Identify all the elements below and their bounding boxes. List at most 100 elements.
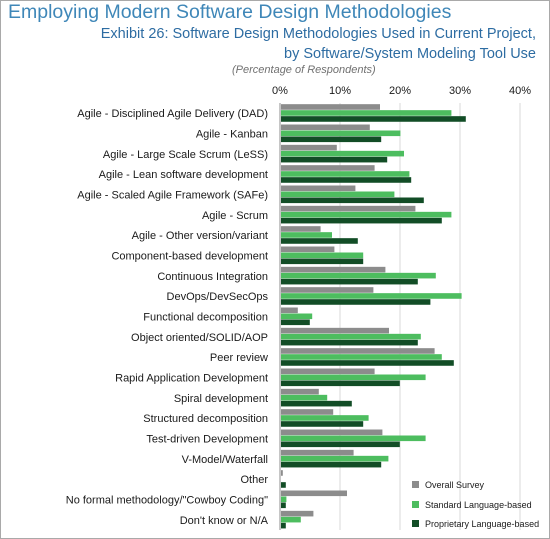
bar [281,156,388,163]
legend-swatch [412,481,419,488]
bar [281,449,354,456]
category-label: Agile - Kanban [196,129,268,141]
x-tick-label: 40% [509,85,531,97]
bar [281,130,401,137]
bar [281,522,286,529]
bar [281,461,382,468]
bar [281,510,314,517]
category-label: Agile - Disciplined Agile Delivery (DAD) [77,108,268,120]
bar [281,388,319,395]
bar [281,421,364,427]
bar [281,104,380,110]
bar [281,360,454,366]
bar [281,441,400,448]
category-label: V-Model/Waterfall [182,454,268,466]
page-title: Employing Modern Software Design Methodo… [8,1,452,23]
bar [281,455,389,462]
category-label: Object oriented/SOLID/AOP [131,332,268,344]
bar [281,136,382,143]
category-label: Agile - Scaled Agile Framework (SAFe) [77,190,268,202]
bar [281,272,436,279]
category-label: Structured decomposition [143,413,268,425]
category-label: Agile - Lean software development [99,169,268,181]
bar [281,313,313,320]
legend-label: Standard Language-based [425,500,532,510]
category-label: Don't know or N/A [180,515,269,527]
bar [281,185,356,192]
category-label: Component-based development [111,251,268,263]
legend-label: Overall Survey [425,480,485,490]
category-label: Agile - Large Scale Scrum (LeSS) [103,149,268,161]
bar [281,177,412,183]
bar [281,232,332,238]
bar [281,516,301,523]
x-tick-label: 10% [329,85,351,97]
category-label: Agile - Other version/variant [132,230,268,242]
chart-title-line-1: Exhibit 26: Software Design Methodologie… [100,26,536,42]
bar [281,339,418,346]
bar [281,409,334,415]
category-label: DevOps/DevSecOps [167,291,269,303]
bar [281,470,283,476]
bar [281,429,383,436]
bar [281,299,431,305]
bar [281,293,462,299]
bar [281,490,347,497]
legend-swatch [412,501,419,508]
bar [281,333,421,340]
bar [281,319,310,326]
x-tick-label: 20% [389,85,411,97]
category-label: Rapid Application Development [115,373,268,385]
category-label: Spiral development [174,393,268,405]
x-tick-label: 30% [449,85,471,97]
bar [281,435,426,442]
bar [281,415,369,421]
category-label: No formal methodology/"Cowboy Coding" [66,495,268,507]
bar [281,278,418,285]
bar [281,211,452,218]
bar [281,502,286,509]
bar [281,252,364,259]
bar [281,307,298,314]
bar [281,197,424,204]
bar [281,380,400,387]
bar [281,150,404,157]
bar [281,394,328,401]
bar [281,374,426,381]
bar [281,217,442,224]
bar [281,124,370,131]
bar [281,246,335,253]
legend-swatch [412,520,419,527]
chart-title: Exhibit 26: Software Design Methodologie… [101,24,536,64]
legend-label: Proprietary Language-based [425,519,539,529]
chart-subtitle: (Percentage of Respondents) [232,64,376,76]
bar [281,110,452,116]
bar [281,171,410,177]
bar [281,496,287,503]
bar [281,327,389,334]
bar [281,238,358,244]
category-label: Continuous Integration [157,271,268,283]
bar [281,144,337,151]
category-label: Peer review [210,352,268,364]
bar [281,348,435,354]
x-tick-label: 0% [272,85,288,97]
category-label: Other [240,474,268,486]
bar [281,400,352,407]
bar [281,266,386,273]
category-label: Test-driven Development [146,434,268,446]
bar [281,368,375,375]
bar [281,191,395,198]
chart-title-line-2: by Software/System Modeling Tool Use [284,46,536,62]
bar [281,205,416,212]
bar [281,287,374,293]
bar [281,165,375,171]
bar [281,116,466,122]
bar [281,482,286,488]
bar [281,354,442,360]
category-label: Functional decomposition [143,312,268,324]
category-label: Agile - Scrum [202,210,268,222]
bar [281,226,321,232]
bar [281,258,364,265]
